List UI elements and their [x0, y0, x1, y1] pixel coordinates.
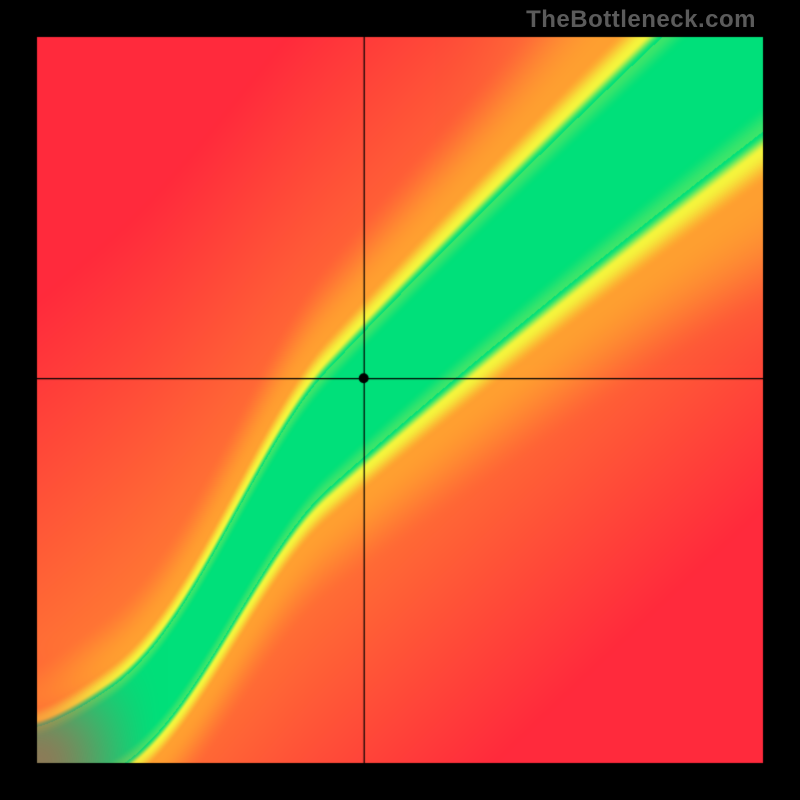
watermark-text: TheBottleneck.com: [526, 6, 756, 34]
bottleneck-heatmap: [0, 0, 800, 800]
chart-container: { "canvas": { "width": 800, "height": 80…: [0, 0, 800, 800]
